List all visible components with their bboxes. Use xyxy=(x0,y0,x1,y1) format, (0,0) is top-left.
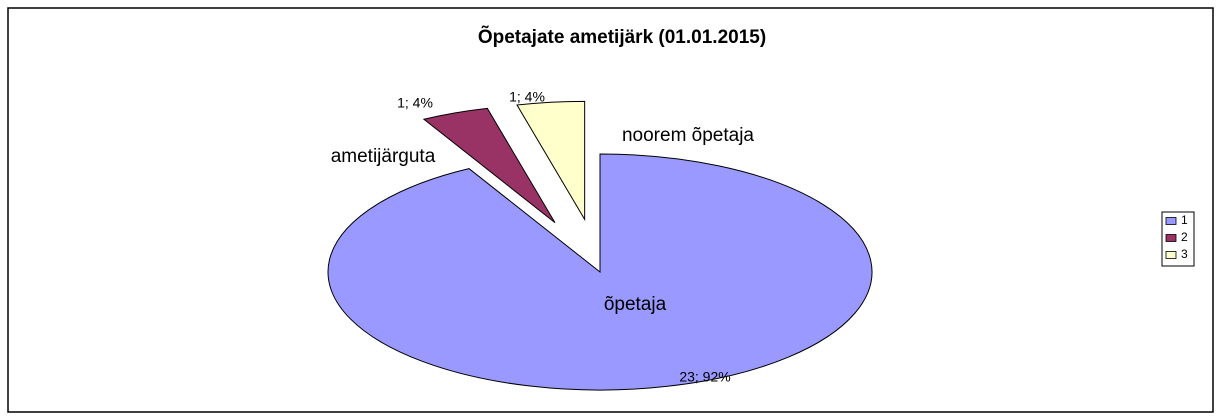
chart-title: Õpetajate ametijärk (01.01.2015) xyxy=(478,26,766,48)
value-label: 23; 92% xyxy=(679,369,730,385)
pie-slice xyxy=(422,107,556,224)
slice-name: noorem õpetaja xyxy=(622,125,754,146)
pie-slice xyxy=(516,100,586,222)
legend-label: 2 xyxy=(1181,230,1188,244)
legend-swatch xyxy=(1165,217,1177,225)
legend-label: 1 xyxy=(1181,213,1188,227)
legend-swatch xyxy=(1165,234,1177,242)
slice-name: õpetaja xyxy=(604,294,667,315)
legend-label: 3 xyxy=(1181,247,1188,261)
value-label: 1; 4% xyxy=(397,95,433,111)
pie-slice xyxy=(327,153,873,391)
legend-swatch xyxy=(1165,251,1177,259)
value-label: 1; 4% xyxy=(509,89,545,105)
slice-name: ametijärguta xyxy=(331,146,436,167)
